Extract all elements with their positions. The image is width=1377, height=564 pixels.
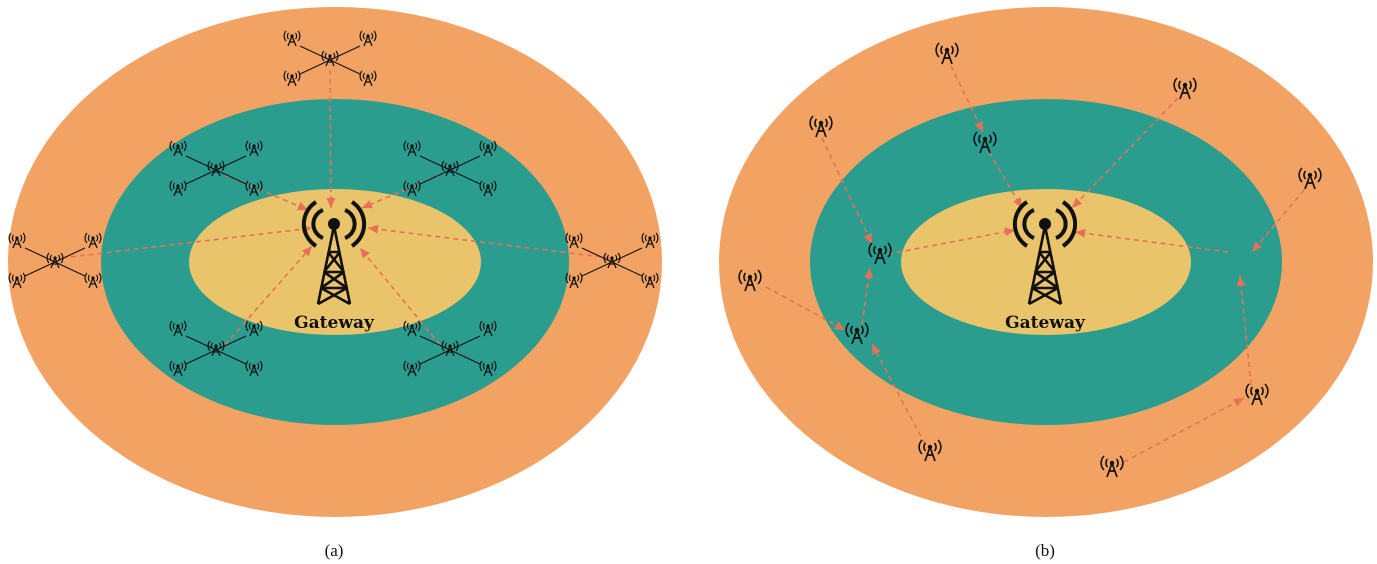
- caption-b: (b): [1035, 541, 1055, 560]
- panel-b: Gateway (b): [719, 7, 1373, 560]
- arrows-a: [61, 69, 611, 346]
- panel-a: Gateway (a): [8, 7, 662, 560]
- arrows-b: [765, 65, 1305, 463]
- gateway-label-b: Gateway: [1005, 313, 1086, 333]
- gateway-label-a: Gateway: [294, 313, 375, 333]
- caption-a: (a): [325, 541, 344, 560]
